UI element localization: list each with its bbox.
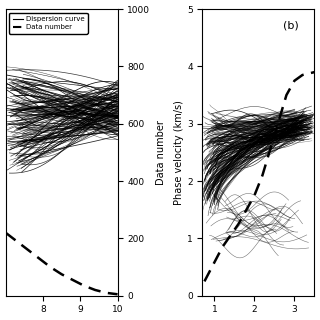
- Y-axis label: Phase velocity (km/s): Phase velocity (km/s): [174, 100, 184, 205]
- Text: (b): (b): [283, 20, 299, 30]
- Legend: Dispersion curve, Data number: Dispersion curve, Data number: [9, 12, 88, 34]
- Y-axis label: Data number: Data number: [156, 120, 166, 185]
